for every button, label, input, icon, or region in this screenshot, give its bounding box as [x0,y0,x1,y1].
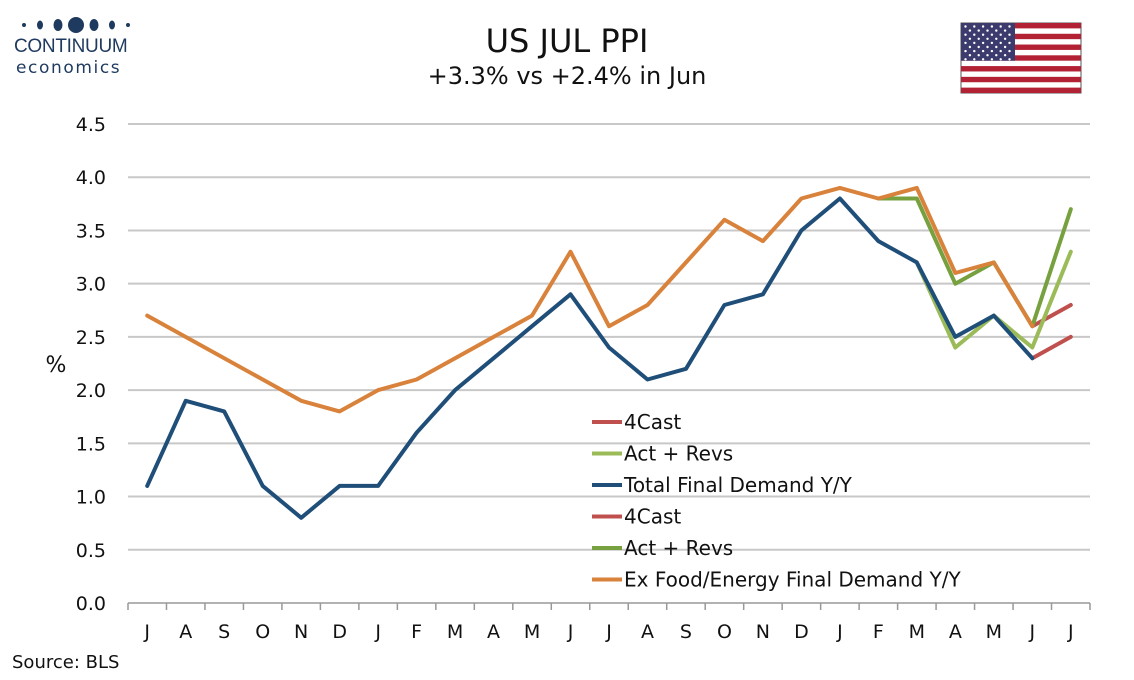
x-tick-label: J [567,621,574,643]
x-tick-label: S [680,621,692,643]
logo: CONTINUUM economics [14,14,134,78]
chart-title: US JUL PPI [485,22,649,60]
x-tick-label: F [411,621,422,643]
source-note: Source: BLS [12,652,120,673]
y-tick-label: 3.0 [76,274,106,296]
x-tick-label: O [255,621,270,643]
series-line-3 [1030,303,1073,329]
y-axis-ticks: 0.0 0.5 1.0 1.5 2.0 2.5 3.0 3.5 4.0 4.5 [76,114,106,615]
legend-label: Ex Food/Energy Final Demand Y/Y [624,568,961,592]
series-line-4 [876,196,1073,329]
chart-subtitle: +3.3% vs +2.4% in Jun [427,62,707,90]
legend-label: Act + Revs [624,536,733,560]
x-tick-label: A [641,621,654,643]
y-tick-label: 0.5 [76,540,106,562]
logo-subtext: economics [16,58,122,78]
x-tick-label: S [218,621,230,643]
series-lines [145,185,1073,520]
x-tick-label: J [1067,621,1074,643]
logo-brand: CONTINUUM [14,36,128,57]
legend-label: Act + Revs [624,442,733,466]
y-tick-label: 3.5 [76,220,106,242]
x-tick-label: J [1028,621,1035,643]
x-tick-label: M [909,621,925,643]
y-tick-label: 1.0 [76,487,106,509]
legend: 4Cast Act + Revs Total Final Demand Y/Y 4Ca… [592,410,961,592]
x-tick-label: O [717,621,732,643]
x-tick-label: D [794,621,809,643]
y-tick-label: 2.0 [76,380,106,402]
x-tick-label: D [332,621,347,643]
us-flag-icon [960,22,1082,94]
x-tick-label: M [524,621,540,643]
x-tick-label: A [179,621,192,643]
y-tick-label: 4.0 [76,167,106,189]
series-line-2 [145,196,1035,520]
x-tick-label: J [836,621,843,643]
x-tick-label: J [605,621,612,643]
legend-label: 4Cast [624,410,681,434]
x-tick-label: M [447,621,463,643]
y-tick-label: 2.5 [76,327,106,349]
y-tick-label: 1.5 [76,433,106,455]
logo-dots-icon [22,17,130,33]
series-line-5 [145,185,1035,414]
y-tick-label: 0.0 [76,593,106,615]
x-tick-label: A [949,621,962,643]
x-tick-label: A [487,621,500,643]
x-tick-label: F [873,621,884,643]
series-line-0 [1030,334,1073,361]
legend-label: Total Final Demand Y/Y [623,473,853,497]
x-tick-label: J [374,621,381,643]
y-tick-label: 4.5 [76,114,106,136]
x-axis [127,602,1091,610]
x-tick-label: N [294,621,308,643]
y-axis-label: % [46,353,67,378]
x-tick-label: J [143,621,150,643]
x-tick-label: N [756,621,770,643]
x-tick-label: M [986,621,1002,643]
legend-label: 4Cast [624,505,681,529]
